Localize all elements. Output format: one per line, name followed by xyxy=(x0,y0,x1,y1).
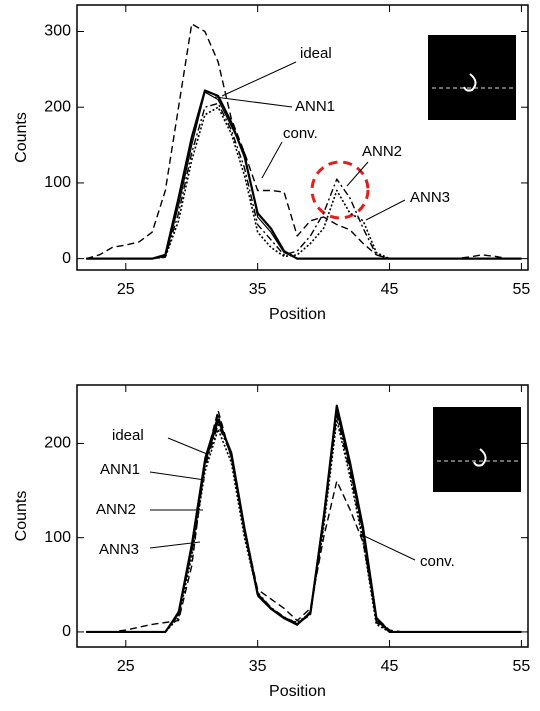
x-tick-label: 25 xyxy=(117,281,135,298)
annotation-pointer xyxy=(215,97,292,107)
annotation: ANN3 xyxy=(99,541,139,558)
y-tick-label: 0 xyxy=(62,623,71,640)
annotation-pointer xyxy=(347,162,368,186)
highlight-circle xyxy=(312,162,368,218)
annotation: ideal xyxy=(112,427,144,444)
annotation-pointer xyxy=(366,200,405,220)
annotation: ANN1 xyxy=(100,461,140,478)
chart: 25 35 45 55 0 100 200 300 Position Counts ideal ANN… xyxy=(0,0,540,711)
annotation-pointer xyxy=(168,438,207,454)
y-tick-label: 300 xyxy=(44,23,71,40)
annotation-pointer xyxy=(150,472,205,480)
annotation-pointer xyxy=(222,62,296,96)
y-axis-label: Counts xyxy=(13,491,30,542)
annotation: ANN2 xyxy=(96,501,136,518)
x-axis-label: Position xyxy=(269,683,326,700)
y-tick-label: 200 xyxy=(44,98,71,115)
y-tick-label: 200 xyxy=(44,435,71,452)
inset-image xyxy=(433,407,521,492)
x-tick-label: 45 xyxy=(381,658,399,675)
annotation: conv. xyxy=(283,125,318,142)
inset-image xyxy=(428,35,516,120)
x-tick-label: 25 xyxy=(117,658,135,675)
x-tick-label: 45 xyxy=(381,281,399,298)
x-tick-label: 55 xyxy=(513,658,531,675)
x-tick-label: 35 xyxy=(249,281,267,298)
annotation: ANN3 xyxy=(410,189,450,206)
annotation: conv. xyxy=(420,553,455,570)
y-axis-label: Counts xyxy=(13,112,30,163)
annotation: ideal xyxy=(300,45,332,62)
y-tick-label: 100 xyxy=(44,174,71,191)
x-axis-label: Position xyxy=(269,306,326,323)
annotation-pointer xyxy=(262,142,282,178)
y-tick-label: 0 xyxy=(62,250,71,267)
y-tick-label: 100 xyxy=(44,529,71,546)
annotation: ANN2 xyxy=(362,143,402,160)
x-tick-label: 55 xyxy=(513,281,531,298)
annotation: ANN1 xyxy=(295,98,335,115)
x-tick-label: 35 xyxy=(249,658,267,675)
